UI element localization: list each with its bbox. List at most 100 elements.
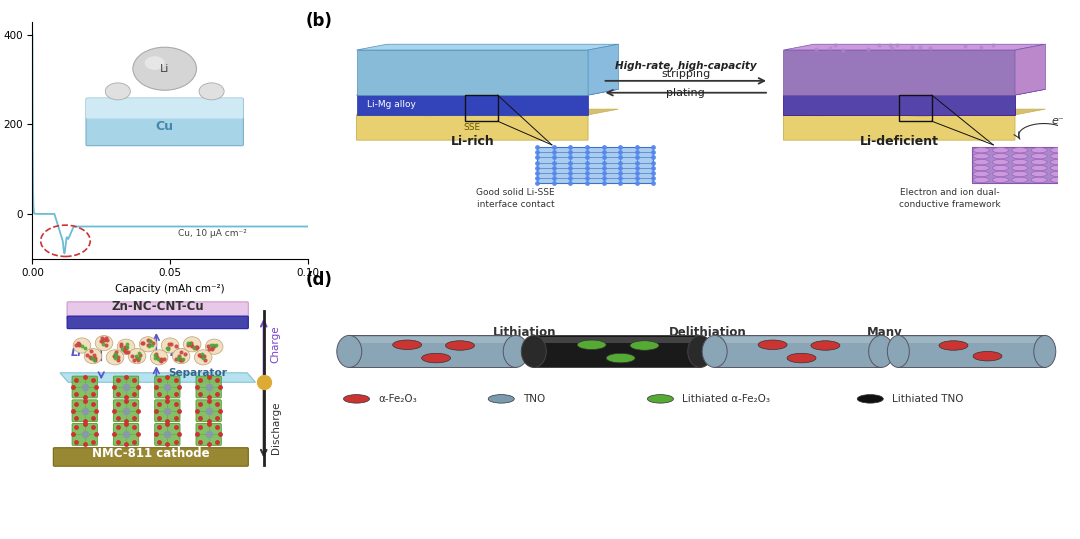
FancyBboxPatch shape: [195, 400, 221, 421]
Circle shape: [1050, 177, 1067, 183]
Circle shape: [939, 341, 968, 350]
FancyBboxPatch shape: [67, 316, 248, 329]
Circle shape: [577, 340, 606, 349]
Polygon shape: [60, 373, 256, 382]
Bar: [349, 337, 516, 343]
FancyBboxPatch shape: [195, 376, 221, 398]
Polygon shape: [1015, 44, 1045, 95]
Text: Charge: Charge: [271, 326, 281, 363]
Circle shape: [1012, 171, 1028, 177]
Text: Li⁺: Li⁺: [170, 348, 187, 358]
Polygon shape: [356, 44, 619, 50]
Bar: [715, 337, 881, 343]
Polygon shape: [356, 109, 619, 115]
Circle shape: [73, 338, 91, 353]
Circle shape: [343, 395, 369, 403]
Circle shape: [973, 165, 989, 171]
Circle shape: [145, 56, 165, 70]
Circle shape: [84, 349, 102, 364]
Text: Zn-NC-CNT-Cu: Zn-NC-CNT-Cu: [111, 300, 204, 313]
Circle shape: [393, 340, 421, 349]
Circle shape: [1050, 148, 1067, 153]
Text: (d): (d): [306, 271, 333, 289]
Ellipse shape: [337, 335, 362, 368]
Circle shape: [1031, 148, 1048, 153]
Text: Delithiation: Delithiation: [669, 326, 746, 339]
Bar: [534, 337, 700, 343]
Circle shape: [1012, 160, 1028, 165]
Circle shape: [973, 154, 989, 159]
Text: Lithiated TNO: Lithiated TNO: [892, 394, 963, 404]
Circle shape: [1050, 165, 1067, 171]
Circle shape: [1031, 177, 1048, 183]
Bar: [972, 147, 1080, 183]
FancyBboxPatch shape: [86, 98, 243, 146]
Circle shape: [993, 154, 1009, 159]
Ellipse shape: [688, 335, 713, 368]
Circle shape: [1069, 171, 1080, 177]
Text: stripping: stripping: [661, 70, 711, 79]
Ellipse shape: [503, 335, 528, 368]
Circle shape: [1012, 165, 1028, 171]
Ellipse shape: [888, 335, 909, 368]
Circle shape: [993, 148, 1009, 153]
Circle shape: [1069, 154, 1080, 159]
Circle shape: [118, 339, 135, 354]
Circle shape: [973, 171, 989, 177]
Text: Lithiation: Lithiation: [492, 326, 556, 339]
Text: Separator: Separator: [168, 368, 227, 378]
Circle shape: [1069, 148, 1080, 153]
Circle shape: [1050, 171, 1067, 177]
Text: Li⁺: Li⁺: [71, 348, 87, 358]
Circle shape: [446, 341, 474, 350]
Polygon shape: [783, 109, 1045, 115]
Circle shape: [647, 395, 674, 403]
Polygon shape: [356, 95, 589, 115]
Circle shape: [129, 349, 146, 364]
Circle shape: [150, 350, 167, 365]
Text: Li-deficient: Li-deficient: [860, 135, 939, 148]
Circle shape: [1012, 154, 1028, 159]
Bar: [538, 147, 653, 183]
Polygon shape: [783, 95, 1015, 115]
Circle shape: [858, 395, 883, 403]
Circle shape: [973, 177, 989, 183]
Circle shape: [205, 339, 222, 354]
Text: Li: Li: [160, 64, 170, 74]
Polygon shape: [589, 44, 619, 95]
Polygon shape: [783, 50, 1015, 95]
Text: (b): (b): [306, 12, 333, 30]
Circle shape: [993, 171, 1009, 177]
Circle shape: [993, 165, 1009, 171]
Circle shape: [973, 148, 989, 153]
Circle shape: [1031, 154, 1048, 159]
Ellipse shape: [702, 335, 727, 368]
Circle shape: [1069, 177, 1080, 183]
Bar: [899, 335, 1044, 368]
Text: Li⁺: Li⁺: [1000, 161, 1015, 171]
Circle shape: [95, 336, 112, 351]
FancyBboxPatch shape: [86, 98, 243, 119]
Polygon shape: [783, 44, 1045, 50]
FancyBboxPatch shape: [195, 424, 221, 445]
Text: Li-Mg alloy: Li-Mg alloy: [367, 100, 416, 109]
Text: SSE: SSE: [463, 123, 481, 132]
Circle shape: [1069, 165, 1080, 171]
Circle shape: [973, 351, 1002, 361]
Text: Li-rich: Li-rich: [450, 135, 495, 148]
Bar: [900, 95, 932, 121]
Circle shape: [1012, 148, 1028, 153]
Ellipse shape: [868, 335, 893, 368]
Bar: [899, 337, 1044, 343]
Circle shape: [421, 354, 450, 363]
Text: Discharge: Discharge: [271, 401, 281, 454]
FancyBboxPatch shape: [154, 424, 180, 445]
Circle shape: [173, 349, 190, 364]
Circle shape: [993, 177, 1009, 183]
Text: TNO: TNO: [523, 394, 545, 404]
Circle shape: [161, 338, 179, 353]
Text: plating: plating: [666, 88, 705, 98]
FancyBboxPatch shape: [67, 302, 248, 319]
Circle shape: [606, 354, 635, 363]
FancyBboxPatch shape: [113, 424, 138, 445]
